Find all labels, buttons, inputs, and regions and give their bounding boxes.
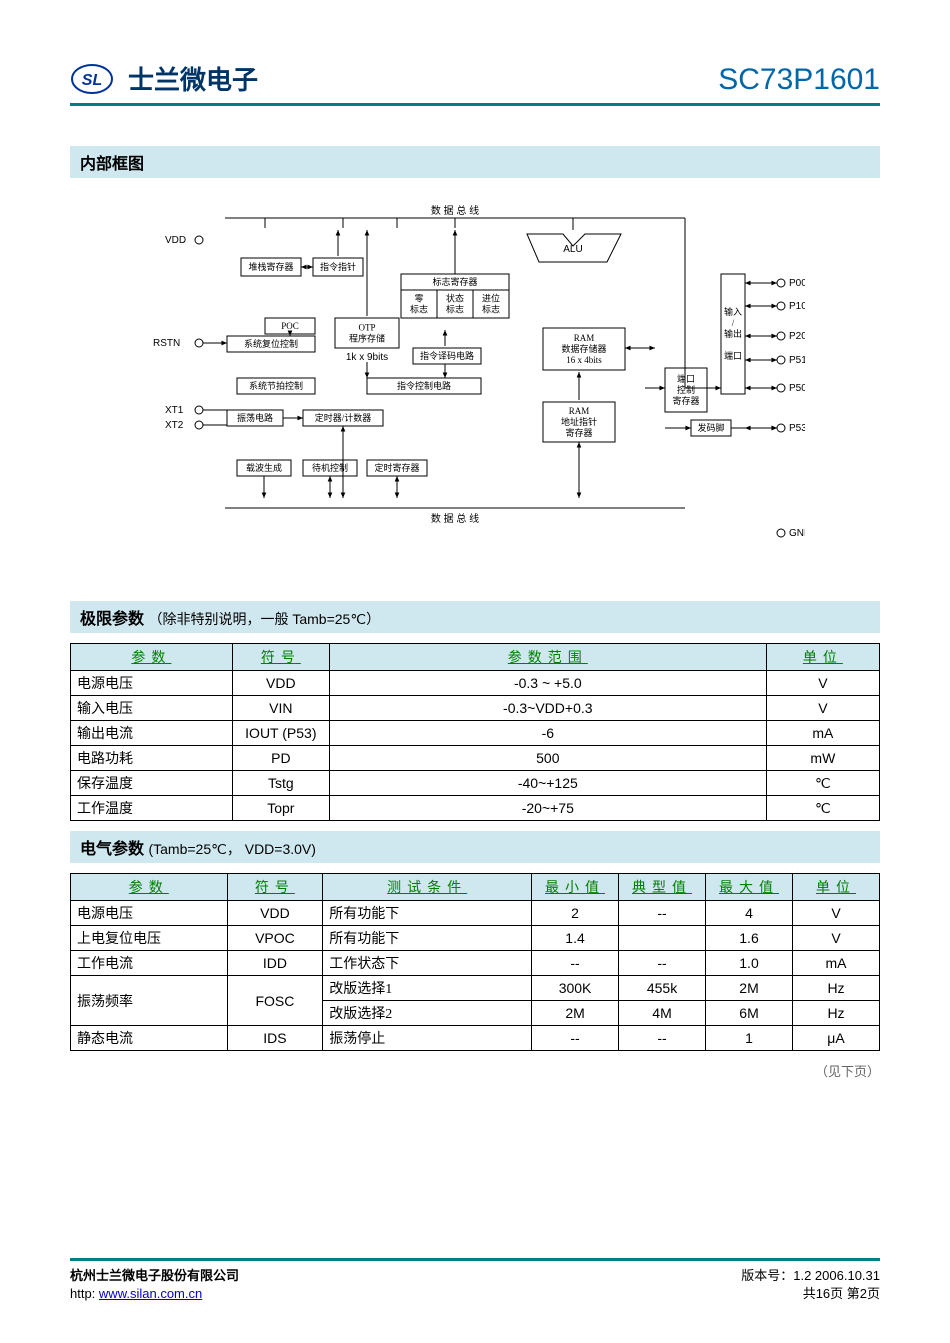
svg-text:P51~P52: P51~P52 [789, 355, 805, 366]
absmax-table: 参数符号参数范围单位电源电压VDD-0.3 ~ +5.0V输入电压VIN-0.3… [70, 643, 880, 821]
svg-text:振荡电路: 振荡电路 [237, 412, 273, 423]
svg-text:端口: 端口 [724, 350, 742, 361]
svg-text:控制: 控制 [677, 384, 695, 395]
footer-left: 杭州士兰微电子股份有限公司 http: www.silan.com.cn [70, 1267, 239, 1303]
svg-text:XT1: XT1 [165, 405, 184, 416]
header: SL 士兰微电子 SC73P1601 [70, 60, 880, 106]
svg-text:P53: P53 [789, 423, 805, 434]
absmax-title-text: 极限参数 [80, 611, 144, 628]
elec-table: 参数符号测试条件最小值典型值最大值单位电源电压VDD所有功能下2--4V上电复位… [70, 873, 880, 1051]
svg-text:POC: POC [281, 321, 299, 331]
footer: 杭州士兰微电子股份有限公司 http: www.silan.com.cn 版本号… [70, 1258, 880, 1303]
section-elec-title: 电气参数 (Tamb=25℃， VDD=3.0V) [70, 831, 880, 863]
svg-text:标志: 标志 [410, 304, 428, 315]
svg-text:数 据 总 线: 数 据 总 线 [431, 512, 479, 525]
continued-note: （见下页） [70, 1061, 880, 1080]
svg-text:P20~P23: P20~P23 [789, 331, 805, 342]
footer-right: 版本号：1.2 2006.10.31 共16页 第2页 [741, 1267, 880, 1303]
svg-text:寄存器: 寄存器 [672, 395, 699, 406]
section-block-diagram-title: 内部框图 [70, 146, 880, 178]
svg-text:指令控制电路: 指令控制电路 [397, 380, 451, 391]
svg-text:定时器/计数器: 定时器/计数器 [315, 412, 372, 423]
section-absmax-title: 极限参数 （除非特别说明，一般 Tamb=25℃） [70, 601, 880, 633]
svg-text:P00~P03: P00~P03 [789, 278, 805, 289]
svg-text:RAM: RAM [574, 333, 595, 343]
svg-text:标志: 标志 [446, 304, 464, 315]
part-number: SC73P1601 [718, 63, 880, 97]
absmax-sub: （除非特别说明，一般 Tamb=25℃） [148, 611, 380, 627]
svg-text:RSTN: RSTN [153, 338, 180, 349]
svg-text:SL: SL [82, 72, 102, 89]
svg-text:输入: 输入 [724, 306, 742, 317]
http-label: http: [70, 1286, 95, 1301]
company-name: 杭州士兰微电子股份有限公司 [70, 1268, 239, 1283]
svg-text:载波生成: 载波生成 [246, 462, 282, 473]
svg-text:零: 零 [414, 294, 423, 304]
svg-text:输出: 输出 [724, 328, 742, 339]
svg-text:P50: P50 [789, 383, 805, 394]
svg-text:待机控制: 待机控制 [312, 462, 348, 473]
svg-text:ALU: ALU [563, 244, 582, 255]
svg-text:XT2: XT2 [165, 420, 184, 431]
svg-text:16 x 4bits: 16 x 4bits [566, 355, 602, 365]
svg-text:程序存储: 程序存储 [349, 333, 385, 344]
svg-text:地址指针: 地址指针 [561, 416, 597, 427]
svg-text:VDD: VDD [165, 235, 186, 246]
svg-text:系统复位控制: 系统复位控制 [244, 338, 298, 349]
svg-text:数据存储器: 数据存储器 [561, 343, 606, 354]
logo-icon: SL [70, 62, 120, 96]
elec-title-text: 电气参数 [80, 841, 144, 858]
svg-text:指令指针: 指令指针 [320, 261, 356, 272]
page-info: 共16页 第2页 [803, 1286, 880, 1301]
svg-text:P10~P13: P10~P13 [789, 301, 805, 312]
svg-text:状态: 状态 [446, 293, 464, 304]
svg-text:标志寄存器: 标志寄存器 [432, 276, 477, 287]
svg-text:指令译码电路: 指令译码电路 [420, 350, 474, 361]
svg-text:堆栈寄存器: 堆栈寄存器 [248, 261, 293, 272]
svg-text:定时寄存器: 定时寄存器 [374, 462, 419, 473]
svg-text:端口: 端口 [677, 373, 695, 384]
elec-sub: (Tamb=25℃， VDD=3.0V) [148, 841, 315, 857]
svg-text:数 据 总 线: 数 据 总 线 [431, 204, 479, 217]
block-diagram: VDD RSTN XT1 XT2 P00~P03 P10~P13 P20~P23 P51~P5… [145, 188, 805, 571]
svg-text:寄存器: 寄存器 [565, 427, 592, 438]
svg-text:1k x 9bits: 1k x 9bits [346, 352, 388, 363]
svg-text:OTP: OTP [358, 323, 375, 333]
version-info: 版本号：1.2 2006.10.31 [741, 1268, 880, 1283]
svg-text:发码脚: 发码脚 [697, 422, 724, 433]
svg-text:标志: 标志 [482, 304, 500, 315]
brand-name: 士兰微电子 [128, 60, 258, 97]
svg-text:进位: 进位 [482, 293, 500, 304]
svg-text:GND: GND [789, 528, 805, 539]
svg-text:RAM: RAM [569, 406, 590, 416]
svg-text:系统节拍控制: 系统节拍控制 [249, 380, 303, 391]
brand: SL 士兰微电子 [70, 60, 258, 97]
company-url[interactable]: www.silan.com.cn [99, 1286, 202, 1301]
svg-text:/: / [732, 318, 735, 328]
